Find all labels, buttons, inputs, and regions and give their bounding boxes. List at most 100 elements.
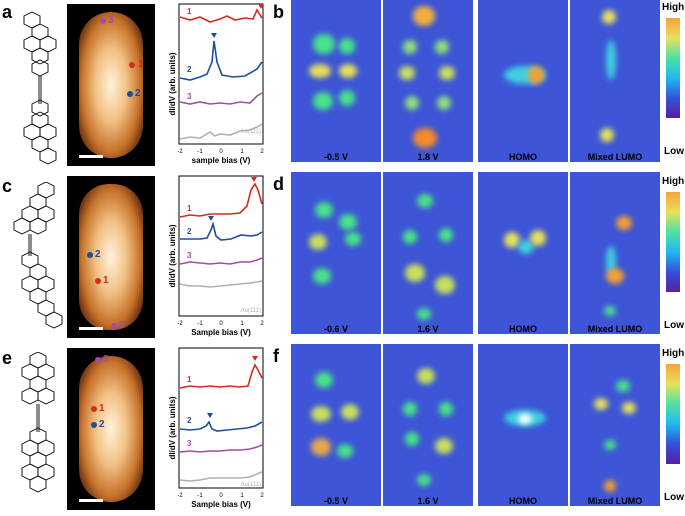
curve-label-3: 3 xyxy=(187,439,192,448)
molecule-structure-a xyxy=(23,11,57,165)
reference-label: Au(111) xyxy=(241,308,261,314)
tip-label-3: 3 xyxy=(108,15,114,26)
x-tick: 2 xyxy=(260,493,264,499)
x-tick: 1 xyxy=(240,493,244,499)
map-label: -0.5 V xyxy=(323,152,348,162)
x-tick: -2 xyxy=(177,321,183,327)
tip-position-3 xyxy=(95,357,101,363)
tip-position-1 xyxy=(95,278,101,284)
didv-spectra-e: dI/dV (arb. units) 1 2 3 Au(111) -2 -1 0… xyxy=(168,347,264,509)
scale-bar xyxy=(79,327,103,330)
x-tick: 2 xyxy=(260,149,264,155)
x-tick: 1 xyxy=(240,149,244,155)
stm-image-e: 3 1 2 xyxy=(67,348,155,510)
curve-label-2: 2 xyxy=(187,227,192,236)
y-axis-label: dI/dV (arb. units) xyxy=(168,52,177,115)
y-axis-label: dI/dV (arb. units) xyxy=(168,396,177,459)
colorbar xyxy=(666,18,680,118)
curve-label-1: 1 xyxy=(187,375,192,384)
tip-position-1 xyxy=(91,406,97,412)
map-label: 1.6 V xyxy=(417,496,439,506)
curve-label-1: 1 xyxy=(187,7,192,16)
colorbar-high: High xyxy=(662,2,685,13)
didv-map-f2 xyxy=(383,344,473,506)
colorbar-high: High xyxy=(662,176,685,187)
simulated-map-lumo-d xyxy=(570,172,660,334)
tip-label-2: 2 xyxy=(135,88,141,99)
tip-position-2 xyxy=(91,422,97,428)
didv-spectra-a: dI/dV (arb. units) 1 2 3 Au(111) -2 -1 0… xyxy=(168,3,264,165)
colorbar xyxy=(666,192,680,292)
x-axis-label: sample bias (V) xyxy=(192,156,251,165)
stm-image-c: 2 1 3 xyxy=(67,176,155,338)
didv-spectra-c: dI/dV (arb. units) 1 2 3 Au(111) -2 -1 0… xyxy=(168,175,264,337)
x-tick: 0 xyxy=(219,321,223,327)
x-axis-label: Sample bias (V) xyxy=(191,328,251,337)
colorbar-low: Low xyxy=(664,492,684,503)
colorbar-low: Low xyxy=(664,146,684,157)
map-label: Mixed LUMO xyxy=(587,324,643,334)
map-label: Mixed LUMO xyxy=(587,152,643,162)
panel-label-e: e xyxy=(2,348,13,368)
map-label: -0.6 V xyxy=(323,324,348,334)
x-tick: -2 xyxy=(177,149,183,155)
map-label: HOMO xyxy=(509,324,537,334)
curve-label-3: 3 xyxy=(187,251,192,260)
tip-label-1: 1 xyxy=(103,275,109,286)
scale-bar xyxy=(79,499,103,502)
curve-label-3: 3 xyxy=(187,92,192,101)
x-tick: 1 xyxy=(240,321,244,327)
molecule-structure-e xyxy=(21,352,55,493)
x-axis-label: Sample bias (V) xyxy=(191,500,251,509)
tip-position-2 xyxy=(127,91,133,97)
tip-label-2: 2 xyxy=(95,249,101,260)
map-label: Mixed LUMO xyxy=(587,496,643,506)
x-tick: -1 xyxy=(197,493,203,499)
curve-label-1: 1 xyxy=(187,204,192,213)
tip-label-2: 2 xyxy=(99,419,105,430)
didv-map-b2 xyxy=(383,0,473,162)
tip-label-1: 1 xyxy=(138,59,144,70)
panel-label-a: a xyxy=(2,2,13,22)
tip-label-1: 1 xyxy=(99,403,105,414)
x-tick: -1 xyxy=(197,149,203,155)
simulated-map-lumo-b xyxy=(570,0,660,162)
simulated-map-homo-b xyxy=(478,0,568,162)
stm-image-a: 3 1 2 xyxy=(67,4,155,166)
colorbar xyxy=(666,364,680,464)
reference-label: Au(111) xyxy=(241,482,261,488)
panel-label-c: c xyxy=(2,176,13,196)
x-tick: 2 xyxy=(260,321,264,327)
didv-map-b1 xyxy=(291,0,381,162)
didv-map-d1 xyxy=(291,172,381,334)
scale-bar xyxy=(79,155,103,158)
panel-label-f: f xyxy=(273,346,279,366)
molecule-structure-c xyxy=(13,182,63,329)
tip-position-3 xyxy=(111,323,117,329)
map-label: 1.6 V xyxy=(417,324,439,334)
map-label: HOMO xyxy=(509,152,537,162)
y-axis-label: dI/dV (arb. units) xyxy=(168,224,177,287)
tip-position-3 xyxy=(100,18,106,24)
x-tick: -2 xyxy=(177,493,183,499)
map-label: 1.8 V xyxy=(417,152,439,162)
didv-map-d2 xyxy=(383,172,473,334)
x-tick: 0 xyxy=(219,493,223,499)
curve-label-2: 2 xyxy=(187,416,192,425)
x-tick: 0 xyxy=(219,149,223,155)
simulated-map-homo-f xyxy=(478,344,568,506)
tip-position-2 xyxy=(87,252,93,258)
tip-label-3: 3 xyxy=(119,320,125,331)
colorbar-high: High xyxy=(662,348,685,359)
tip-position-1 xyxy=(129,62,135,68)
colorbar-low: Low xyxy=(664,320,684,331)
simulated-map-homo-d xyxy=(478,172,568,334)
panel-label-d: d xyxy=(273,174,284,194)
tip-label-3: 3 xyxy=(103,354,109,365)
didv-map-f1 xyxy=(291,344,381,506)
curve-label-2: 2 xyxy=(187,65,192,74)
simulated-map-lumo-f xyxy=(570,344,660,506)
map-label: HOMO xyxy=(509,496,537,506)
reference-label: Au(111) xyxy=(241,129,261,135)
map-label: -0.5 V xyxy=(323,496,348,506)
